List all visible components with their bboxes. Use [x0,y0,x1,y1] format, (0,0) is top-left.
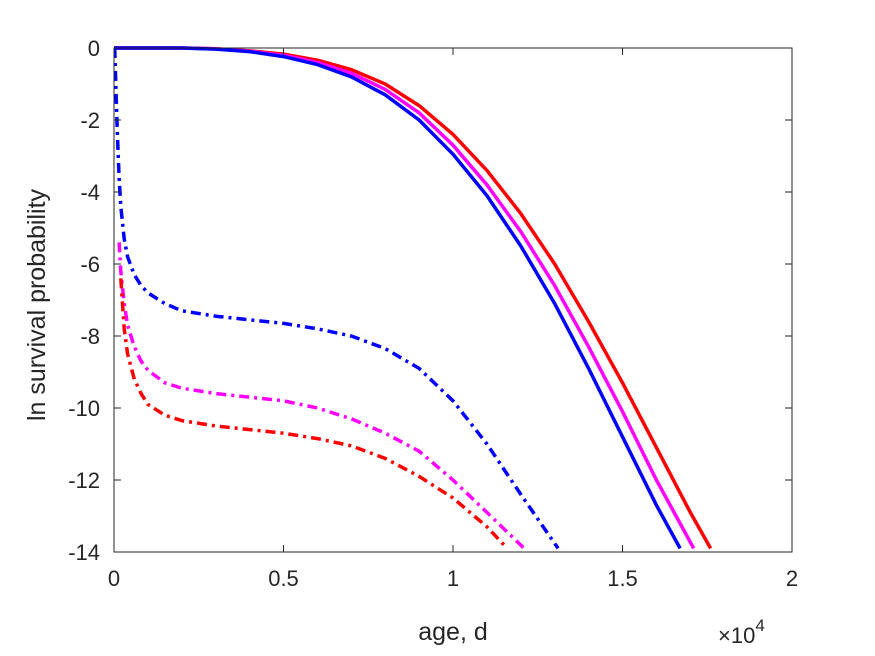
x-tick-label: 2 [786,566,798,591]
y-tick-label: -4 [80,180,100,205]
y-axis-label: ln survival probability [23,188,51,421]
x-tick-label: 0.5 [268,566,299,591]
plot-area [114,46,713,550]
y-axis-ticks: 0 -2 -4 -6 -8 -10 -12 -14 [68,36,792,565]
y-tick-label: -2 [80,108,100,133]
y-tick-label: 0 [88,36,100,61]
series-line-5 [117,242,526,550]
series-line-6 [119,278,509,550]
x-axis-multiplier-exponent: 4 [755,616,764,635]
y-tick-label: -6 [80,252,100,277]
x-tick-label: 0 [108,566,120,591]
y-tick-label: -14 [68,540,100,565]
x-axis-multiplier: ×104 [718,616,765,648]
series-line-4 [114,47,560,550]
y-tick-label: -8 [80,324,100,349]
x-tick-label: 1 [447,566,459,591]
series-line-3 [114,46,682,550]
y-tick-label: -12 [68,468,100,493]
x-axis-multiplier-base: ×10 [718,623,755,648]
x-axis-label: age, d [418,618,488,646]
x-axis-ticks: 0 0.5 1 1.5 2 [108,48,798,591]
x-tick-label: 1.5 [607,566,638,591]
y-tick-label: -10 [68,396,100,421]
